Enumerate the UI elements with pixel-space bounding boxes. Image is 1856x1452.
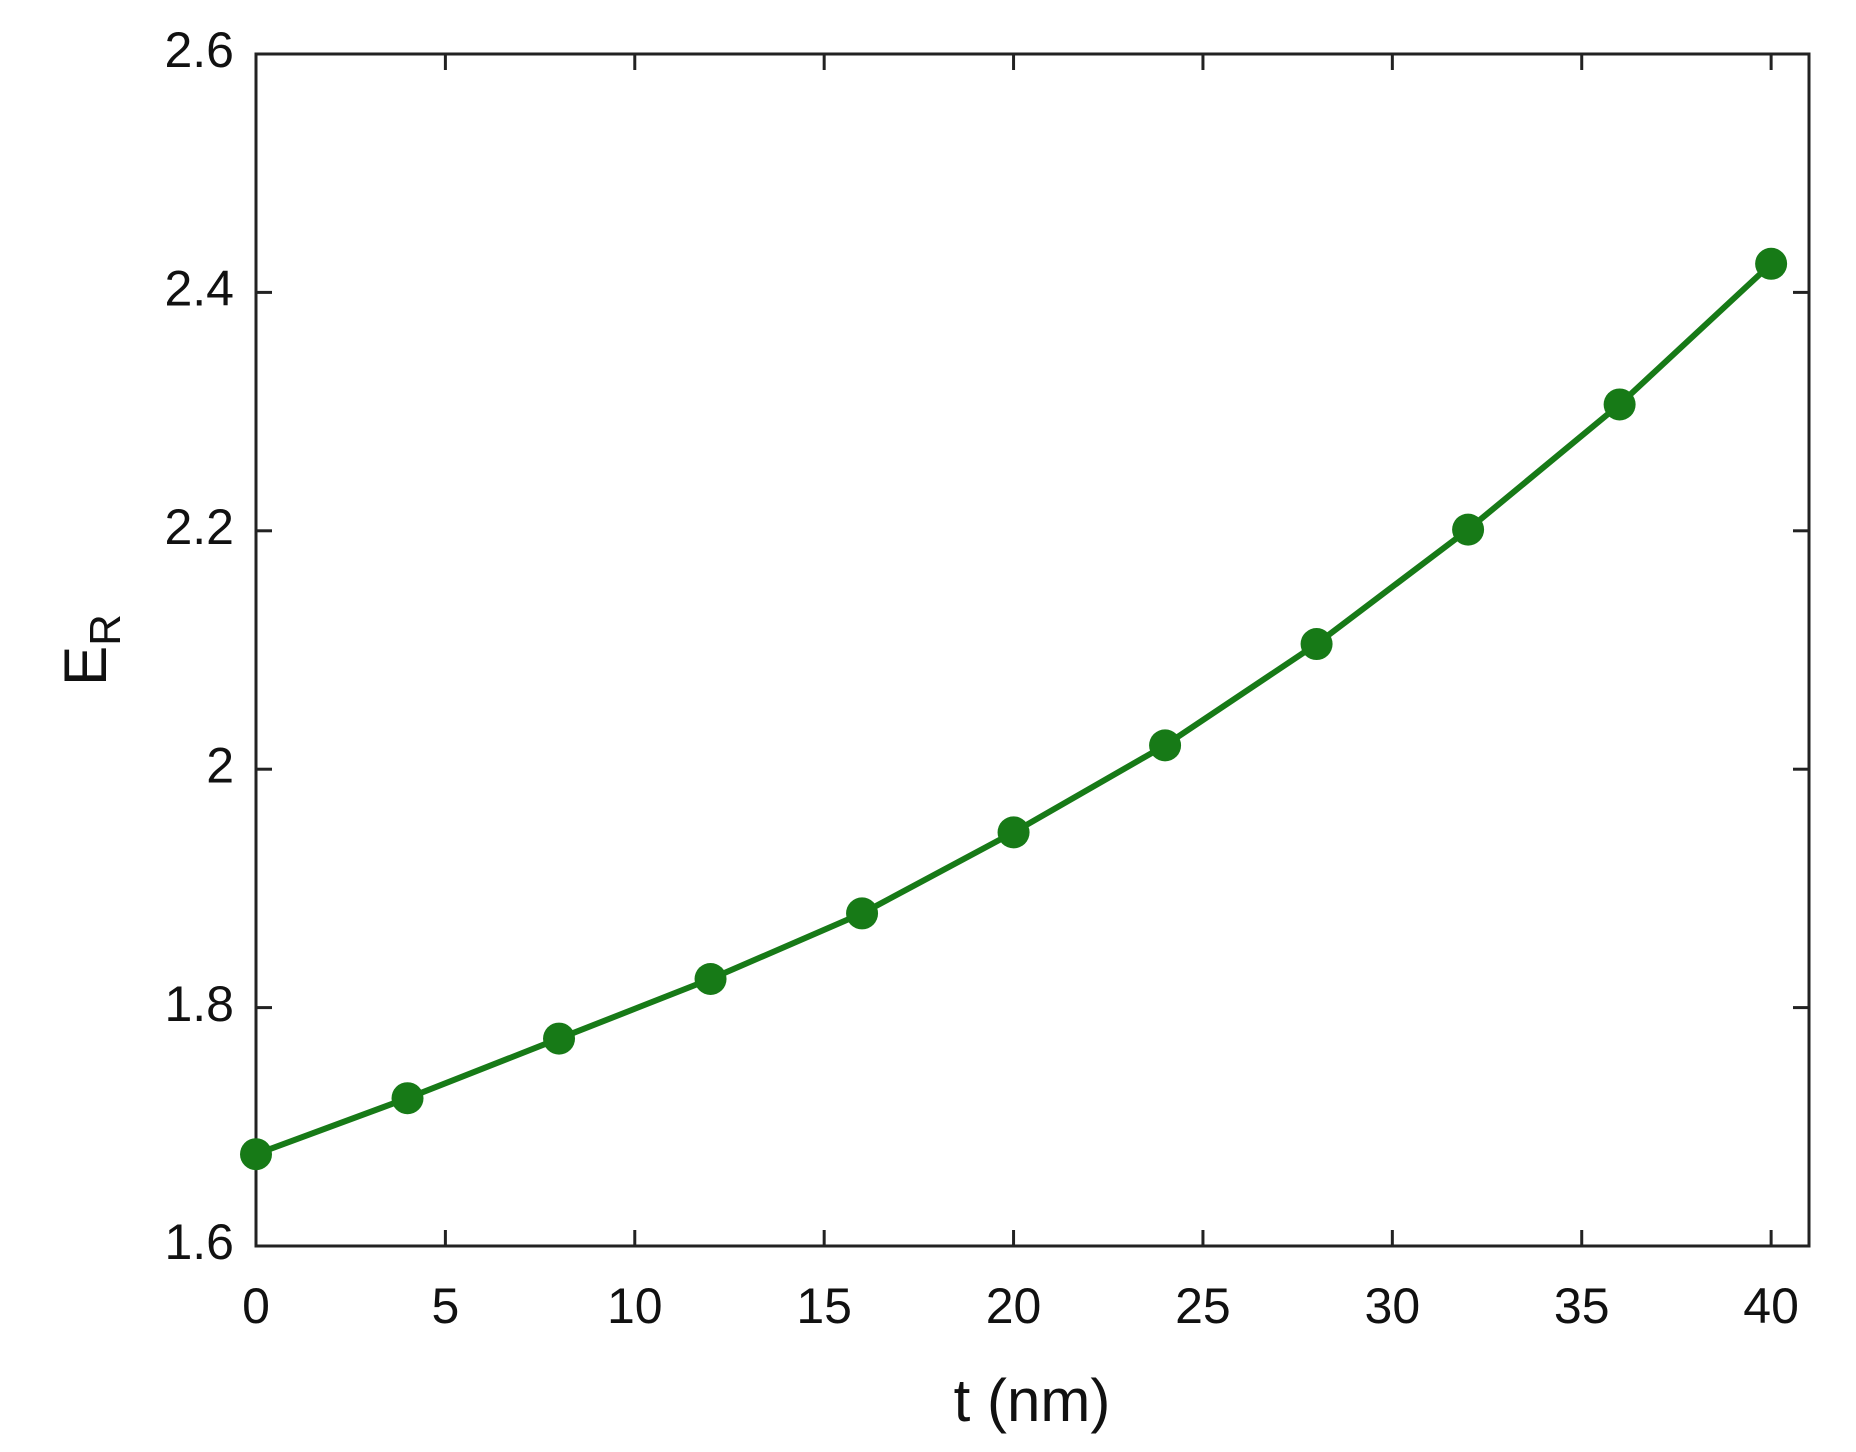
- x-tick-label: 20: [986, 1278, 1042, 1334]
- y-tick-label: 1.6: [164, 1214, 234, 1270]
- x-tick-label: 0: [242, 1278, 270, 1334]
- x-axis-title: t (nm): [954, 1367, 1111, 1434]
- data-point: [846, 897, 879, 930]
- x-tick-label: 40: [1743, 1278, 1799, 1334]
- x-tick-label: 10: [607, 1278, 663, 1334]
- x-tick-label: 30: [1365, 1278, 1421, 1334]
- data-point: [391, 1082, 424, 1115]
- data-point: [1603, 388, 1636, 421]
- plot-frame: [254, 52, 1811, 1248]
- y-tick-label: 2.2: [164, 499, 234, 555]
- y-axis-title: ER: [52, 614, 130, 686]
- y-axis-title-group: ER: [52, 614, 130, 686]
- y-tick-label: 2.6: [164, 22, 234, 78]
- y-tick-label: 1.8: [164, 976, 234, 1032]
- x-tick-label: 5: [431, 1278, 459, 1334]
- y-tick-label: 2: [206, 737, 234, 793]
- x-tick-label: 35: [1554, 1278, 1610, 1334]
- data-point: [694, 962, 727, 995]
- x-tick-label: 25: [1175, 1278, 1231, 1334]
- x-tick-label: 15: [796, 1278, 852, 1334]
- y-axis-title-main: E: [52, 646, 119, 686]
- y-axis-title-subscript: R: [81, 614, 130, 646]
- data-point: [1755, 247, 1788, 280]
- data-point: [543, 1022, 576, 1055]
- data-point: [1300, 628, 1333, 661]
- data-point: [1452, 513, 1485, 546]
- data-point: [997, 816, 1030, 849]
- y-tick-label: 2.4: [164, 261, 234, 317]
- data-line: [254, 261, 1774, 1158]
- data-point: [240, 1138, 272, 1171]
- data-point: [1149, 729, 1182, 762]
